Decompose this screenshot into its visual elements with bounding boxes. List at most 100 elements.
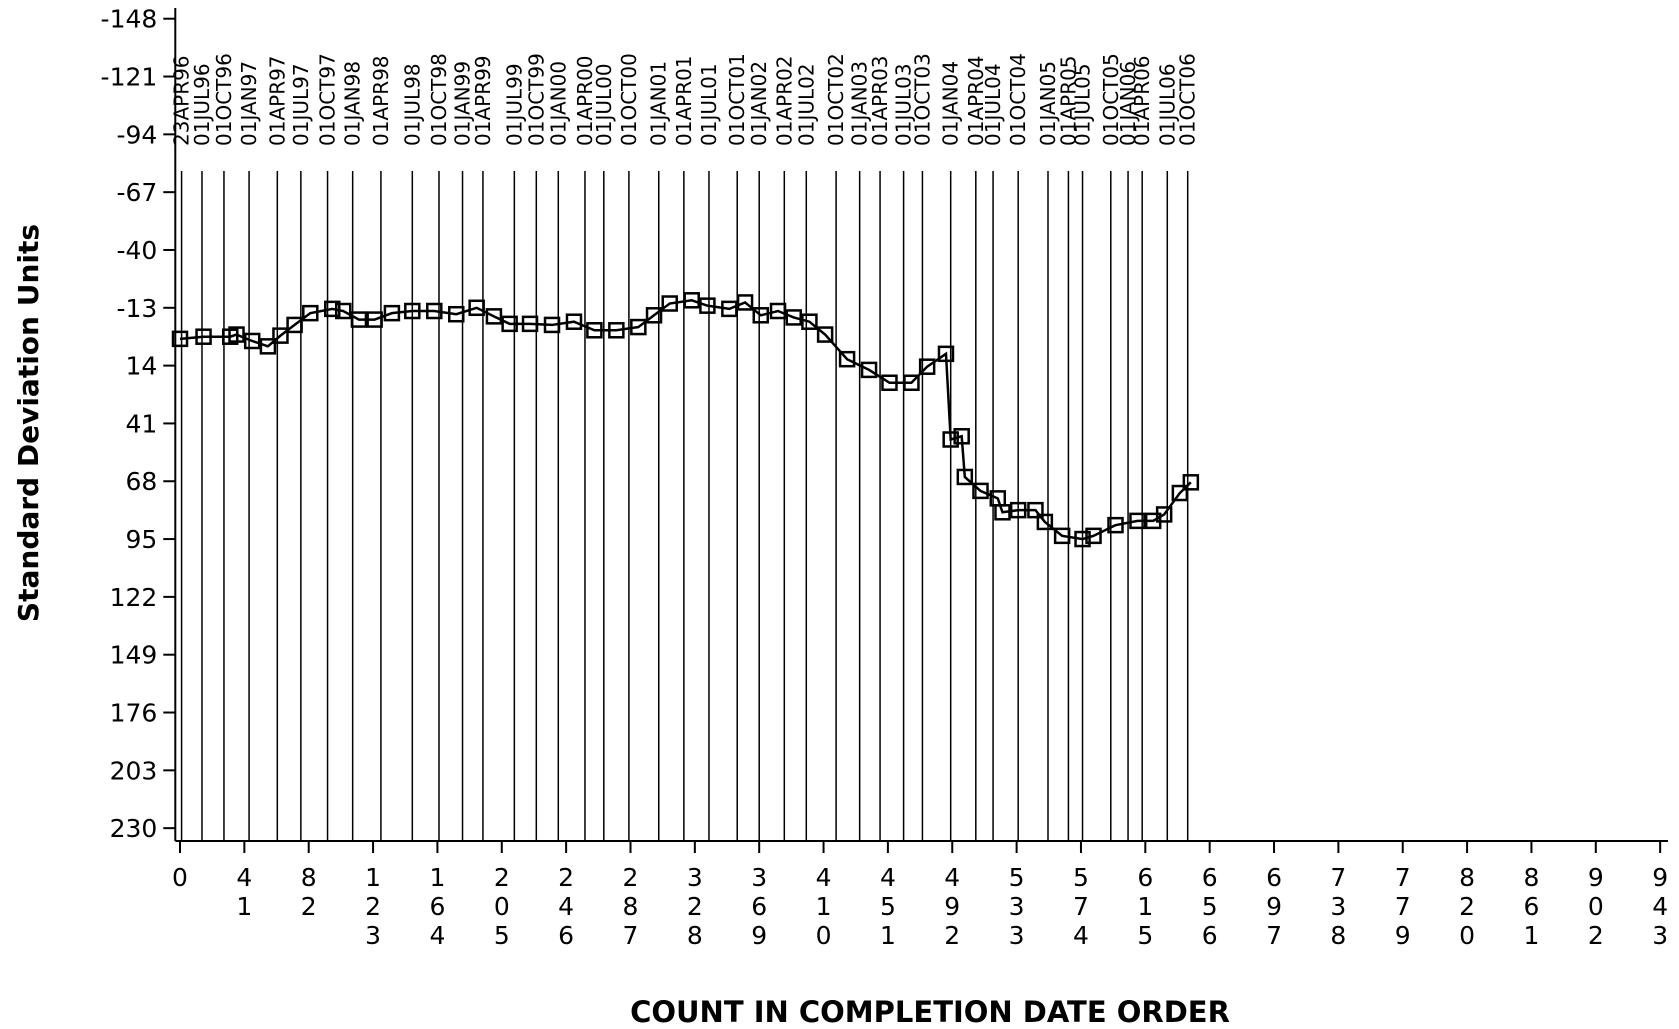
reference-label: 01JAN98 xyxy=(341,61,365,146)
data-point xyxy=(350,311,368,328)
data-point xyxy=(752,307,770,324)
y-axis-label: Standard Deviation Units xyxy=(12,224,45,622)
reference-label: 23APR96 xyxy=(170,55,194,146)
data-point xyxy=(586,322,603,339)
data-point xyxy=(565,313,583,330)
data-point xyxy=(1155,506,1173,523)
reference-label: 01JAN06 xyxy=(1116,61,1140,146)
y-tick-label: -13 xyxy=(116,294,157,323)
reference-label: 01JUL96 xyxy=(190,63,214,146)
reference-label: 01JAN03 xyxy=(848,61,872,146)
data-point xyxy=(1036,513,1054,531)
data-point xyxy=(736,294,754,311)
y-tick-label: -40 xyxy=(116,236,157,265)
reference-label: 01JAN05 xyxy=(1036,61,1060,146)
x-tick-label: 0 xyxy=(172,863,188,892)
data-point xyxy=(721,300,738,318)
data-point xyxy=(1009,501,1027,519)
reference-label: 01APR99 xyxy=(471,55,495,146)
data-point xyxy=(937,345,955,363)
reference-label: 01JUL03 xyxy=(892,63,916,146)
y-tick-label: -94 xyxy=(116,120,157,149)
data-point xyxy=(816,326,834,343)
data-point xyxy=(683,292,700,309)
data-point xyxy=(468,299,485,317)
data-point xyxy=(324,300,341,318)
data-point xyxy=(259,338,277,355)
data-point xyxy=(1129,512,1146,530)
reference-label: 01JUL05 xyxy=(1071,63,1095,146)
reference-label: 01JUL01 xyxy=(697,63,721,146)
reference-label: 01JAN01 xyxy=(647,61,671,146)
data-line xyxy=(179,299,1192,541)
data-point xyxy=(942,431,959,448)
reference-label: 01JAN97 xyxy=(237,61,261,146)
reference-label: 01APR06 xyxy=(1130,55,1154,146)
data-point xyxy=(1085,527,1102,545)
data-point xyxy=(383,304,401,322)
reference-label: 01APR01 xyxy=(672,55,696,146)
y-tick-label: -148 xyxy=(101,5,158,34)
reference-label: 01JUL00 xyxy=(592,63,616,146)
reference-label: 01OCT98 xyxy=(427,53,451,146)
reference-label: 01OCT06 xyxy=(1176,53,1200,146)
x-axis-label: COUNT IN COMPLETION DATE ORDER xyxy=(630,995,1230,1029)
data-point xyxy=(501,315,518,333)
data-point xyxy=(272,327,289,344)
data-point xyxy=(302,304,319,322)
data-point xyxy=(903,374,920,391)
y-tick-label: 95 xyxy=(125,525,157,554)
reference-label: 01JUL06 xyxy=(1155,63,1179,146)
data-point xyxy=(801,313,818,330)
data-point xyxy=(953,428,970,445)
data-point xyxy=(195,328,212,345)
data-point xyxy=(485,308,503,325)
y-tick-label: 68 xyxy=(125,467,157,496)
reference-label: 01JUL97 xyxy=(289,63,313,146)
y-tick-label: 149 xyxy=(110,641,158,670)
reference-label: 01OCT05 xyxy=(1099,53,1123,146)
data-point xyxy=(1107,516,1124,534)
data-point xyxy=(699,297,716,314)
y-tick-label: 14 xyxy=(125,352,157,381)
reference-label: 01JUL99 xyxy=(502,63,526,146)
data-point xyxy=(860,361,878,379)
reference-label: 01APR05 xyxy=(1056,55,1080,146)
data-point xyxy=(769,302,787,320)
data-point xyxy=(918,358,936,375)
reference-label: 01OCT02 xyxy=(824,53,848,146)
y-tick-label: 122 xyxy=(110,583,158,612)
data-point xyxy=(286,316,303,334)
data-point xyxy=(366,311,383,328)
reference-label: 01OCT97 xyxy=(316,53,340,146)
reference-label: 01OCT03 xyxy=(910,53,934,146)
data-point xyxy=(881,374,898,391)
reference-label: 01JAN99 xyxy=(451,61,475,146)
data-point xyxy=(426,302,443,320)
data-point xyxy=(1027,501,1044,519)
reference-label: 01OCT99 xyxy=(524,53,548,146)
data-point xyxy=(1074,530,1091,548)
y-tick-label: -121 xyxy=(101,63,158,92)
reference-label: 01OCT00 xyxy=(617,53,641,146)
data-point xyxy=(448,305,465,323)
